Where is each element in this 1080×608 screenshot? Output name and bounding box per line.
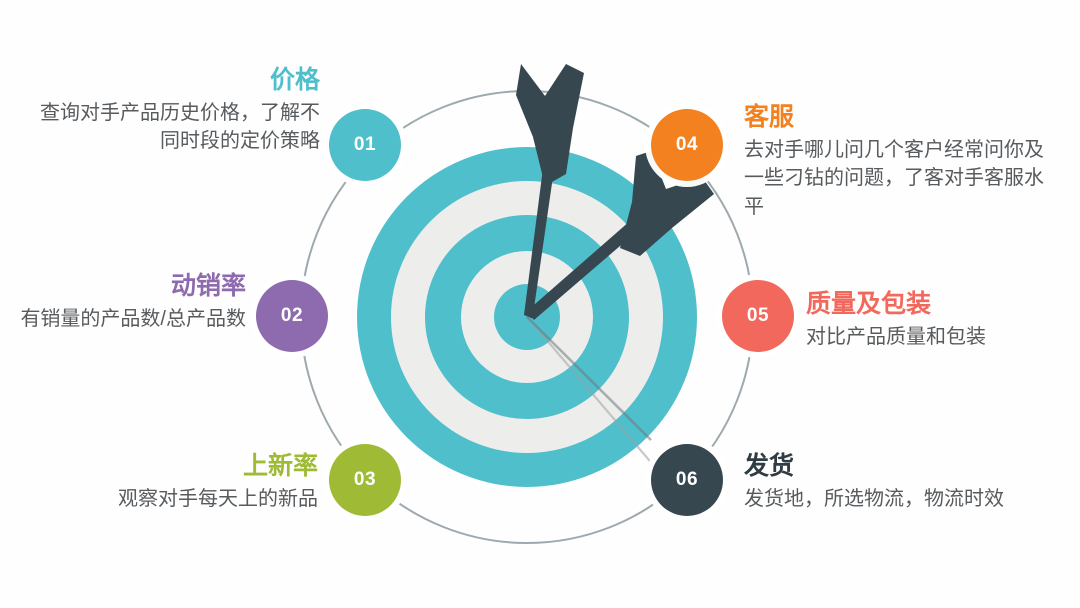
badge-05[interactable]: 05 [722,280,794,352]
badge-02-number: 02 [280,305,304,326]
item-03-title: 上新率 [242,452,318,480]
item-03-desc: 观察对手每天上的新品 [118,487,318,510]
item-06-title: 发货 [744,452,795,480]
item-04-text: 客服 去对手哪儿问几个客户经常问你及一些刁钻的问题，了客对手客服水平 [744,103,1050,221]
item-01-desc: 查询对手产品历史价格，了解不同时段的定价策略 [40,101,320,153]
badge-03-number: 03 [353,469,377,490]
item-06-text: 发货 发货地，所选物流，物流时效 [744,452,1012,513]
badge-01[interactable]: 01 [329,109,401,181]
item-06-desc: 发货地，所选物流，物流时效 [744,487,1004,510]
badge-03[interactable]: 03 [329,444,401,516]
item-05-desc: 对比产品质量和包装 [806,325,986,348]
item-02-text: 动销率 有销量的产品数/总产品数 [0,272,246,333]
item-05-title: 质量及包装 [806,290,932,318]
item-04-title: 客服 [744,103,795,131]
badge-06-number: 06 [675,469,699,490]
arrow-right [527,151,714,320]
item-02-desc: 有销量的产品数/总产品数 [20,307,246,330]
item-03-text: 上新率 观察对手每天上的新品 [28,452,318,513]
item-01-text: 价格 查询对手产品历史价格，了解不同时段的定价策略 [30,66,320,156]
item-05-text: 质量及包装 对比产品质量和包装 [806,290,1068,351]
badge-02[interactable]: 02 [256,280,328,352]
badge-04[interactable]: 04 [651,109,723,181]
badge-04-number: 04 [675,134,699,155]
arrow-left [516,64,584,319]
badge-05-number: 05 [746,305,770,326]
item-02-title: 动销率 [170,272,246,300]
arrow-shadow-rays [526,316,673,488]
badge-06[interactable]: 06 [651,444,723,516]
item-04-desc: 去对手哪儿问几个客户经常问你及一些刁钻的问题，了客对手客服水平 [744,138,1044,218]
badge-01-number: 01 [353,134,377,155]
item-01-title: 价格 [269,66,320,94]
